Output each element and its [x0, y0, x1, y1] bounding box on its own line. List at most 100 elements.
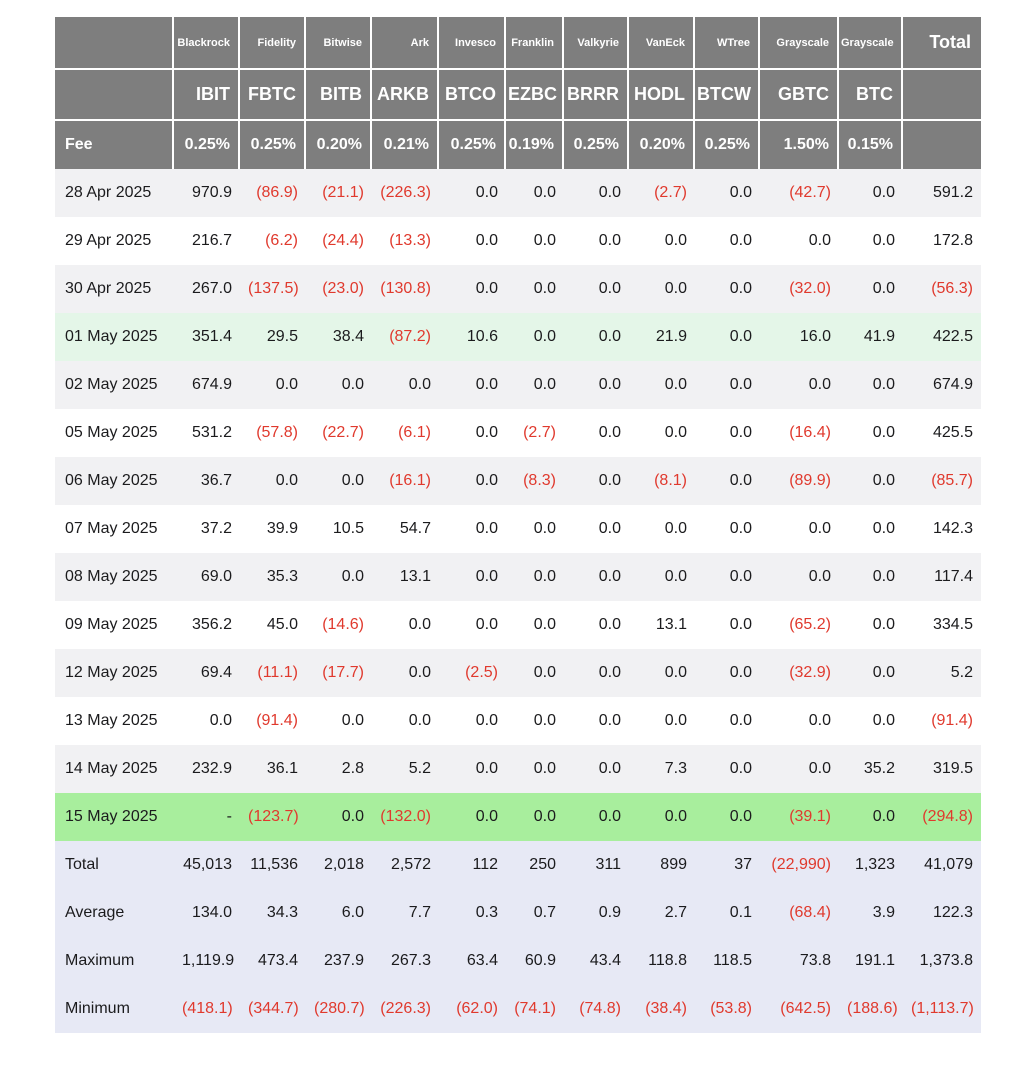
- value-cell: 0.0: [475, 808, 498, 825]
- ticker-header-ezbc: EZBC: [506, 70, 564, 121]
- value-cell: 0.0: [729, 568, 752, 585]
- value-cell: 0.0: [598, 328, 621, 345]
- summary-value-cell: 7.7: [408, 904, 431, 921]
- value-cell: (14.6): [322, 616, 364, 633]
- row-total-cell: 117.4: [934, 568, 973, 585]
- value-cell: (2.5): [465, 664, 498, 681]
- summary-value-cell: 0.9: [598, 904, 621, 921]
- table-row: 07 May 2025 37.2 39.9 10.5 54.7 0.0 0.0 0.0 0.0 0…: [55, 505, 981, 553]
- row-total-cell: (56.3): [931, 280, 973, 297]
- summary-value-cell: 60.9: [524, 952, 556, 969]
- value-cell: 0.0: [598, 280, 621, 297]
- table-row: 06 May 2025 36.7 0.0 0.0 (16.1) 0.0 (8.3) 0.0 (8…: [55, 457, 981, 505]
- value-cell: (42.7): [789, 184, 831, 201]
- fee-cell-gbtc: 1.50%: [760, 121, 839, 169]
- value-cell: (13.3): [389, 232, 431, 249]
- fee-header-row: Fee 0.25% 0.25% 0.20% 0.21% 0.25% 0.19% 0.25% 0…: [55, 121, 981, 169]
- summary-value-cell: 2,572: [390, 856, 431, 873]
- value-cell: (32.0): [789, 280, 831, 297]
- summary-value-cell: 311: [595, 856, 621, 873]
- value-cell: 0.0: [533, 376, 556, 393]
- corner-cell: [55, 17, 174, 70]
- value-cell: 0.0: [475, 232, 498, 249]
- value-cell: 0.0: [664, 520, 687, 537]
- row-total-cell: (85.7): [931, 472, 973, 489]
- value-cell: 0.0: [729, 616, 752, 633]
- value-cell: 0.0: [408, 664, 431, 681]
- firm-header-bitb: Bitwise: [306, 17, 372, 70]
- value-cell: 45.0: [266, 616, 298, 633]
- value-cell: 5.2: [408, 760, 431, 777]
- table-row: 08 May 2025 69.0 35.3 0.0 13.1 0.0 0.0 0.0 0.0 0.…: [55, 553, 981, 601]
- value-cell: 13.1: [655, 616, 687, 633]
- value-cell: 0.0: [408, 616, 431, 633]
- ticker-header-arkb: ARKB: [372, 70, 439, 121]
- value-cell: -: [226, 808, 232, 825]
- summary-value-cell: (53.8): [710, 1000, 752, 1017]
- summary-value-cell: 34.3: [266, 904, 298, 921]
- value-cell: 0.0: [475, 520, 498, 537]
- summary-total-cell: 122.3: [932, 904, 973, 921]
- value-cell: 0.0: [664, 568, 687, 585]
- firm-header-ezbc: Franklin: [506, 17, 564, 70]
- firm-header-ibit: Blackrock: [174, 17, 240, 70]
- firm-header-btc: Grayscale: [839, 17, 903, 70]
- value-cell: 0.0: [598, 520, 621, 537]
- value-cell: 35.2: [863, 760, 895, 777]
- value-cell: 0.0: [475, 184, 498, 201]
- value-cell: (17.7): [322, 664, 364, 681]
- value-cell: 0.0: [533, 760, 556, 777]
- ticker-header-btc: BTC: [839, 70, 903, 121]
- summary-value-cell: (280.7): [314, 1000, 365, 1017]
- summary-value-cell: 0.3: [475, 904, 498, 921]
- value-cell: 0.0: [533, 616, 556, 633]
- value-cell: 0.0: [341, 376, 364, 393]
- firm-header-fbtc: Fidelity: [240, 17, 306, 70]
- summary-value-cell: 237.9: [323, 952, 364, 969]
- value-cell: 0.0: [808, 760, 831, 777]
- value-cell: 36.1: [266, 760, 298, 777]
- value-cell: 0.0: [598, 376, 621, 393]
- date-cell: 30 Apr 2025: [65, 280, 152, 297]
- value-cell: 232.9: [191, 760, 232, 777]
- ticker-header-row: IBIT FBTC BITB ARKB BTCO EZBC BRRR HODL BTCW GBTC…: [55, 70, 981, 121]
- table-row: 15 May 2025 - (123.7) 0.0 (132.0) 0.0 0.0 0.0 0.…: [55, 793, 981, 841]
- value-cell: 0.0: [808, 712, 831, 729]
- value-cell: 0.0: [408, 376, 431, 393]
- fee-cell-fbtc: 0.25%: [240, 121, 306, 169]
- summary-value-cell: (642.5): [780, 1000, 831, 1017]
- value-cell: 0.0: [533, 184, 556, 201]
- summary-total-cell: 1,373.8: [919, 952, 973, 969]
- ticker-header-gbtc: GBTC: [760, 70, 839, 121]
- summary-rows: Total 45,013 11,536 2,018 2,572 112 250 311 899 3…: [55, 841, 981, 1033]
- summary-value-cell: 118.5: [713, 952, 752, 969]
- value-cell: (39.1): [789, 808, 831, 825]
- value-cell: 0.0: [664, 712, 687, 729]
- value-cell: 0.0: [729, 664, 752, 681]
- summary-value-cell: (188.6): [847, 1000, 898, 1017]
- summary-value-cell: (38.4): [645, 1000, 687, 1017]
- summary-value-cell: (68.4): [789, 904, 831, 921]
- value-cell: 0.0: [729, 280, 752, 297]
- summary-value-cell: (418.1): [182, 1000, 233, 1017]
- value-cell: 0.0: [664, 808, 687, 825]
- value-cell: 0.0: [729, 520, 752, 537]
- value-cell: 0.0: [872, 520, 895, 537]
- row-total-cell: (91.4): [931, 712, 973, 729]
- value-cell: (130.8): [380, 280, 431, 297]
- etf-flows-table-container: Blackrock Fidelity Bitwise Ark Invesco Frankl…: [55, 17, 981, 1033]
- value-cell: (65.2): [789, 616, 831, 633]
- value-cell: 54.7: [399, 520, 431, 537]
- summary-value-cell: (74.8): [579, 1000, 621, 1017]
- fee-cell-brrr: 0.25%: [564, 121, 629, 169]
- date-cell: 15 May 2025: [65, 808, 158, 825]
- value-cell: (11.1): [257, 664, 298, 681]
- table-row: 29 Apr 2025 216.7 (6.2) (24.4) (13.3) 0.0 0.0 0…: [55, 217, 981, 265]
- daily-flow-rows: 28 Apr 2025 970.9 (86.9) (21.1) (226.3) 0.0 0.…: [55, 169, 981, 841]
- value-cell: 0.0: [341, 472, 364, 489]
- value-cell: (57.8): [256, 424, 298, 441]
- summary-value-cell: 134.0: [191, 904, 232, 921]
- value-cell: 37.2: [200, 520, 232, 537]
- row-total-cell: 591.2: [932, 184, 973, 201]
- row-total-cell: 425.5: [932, 424, 973, 441]
